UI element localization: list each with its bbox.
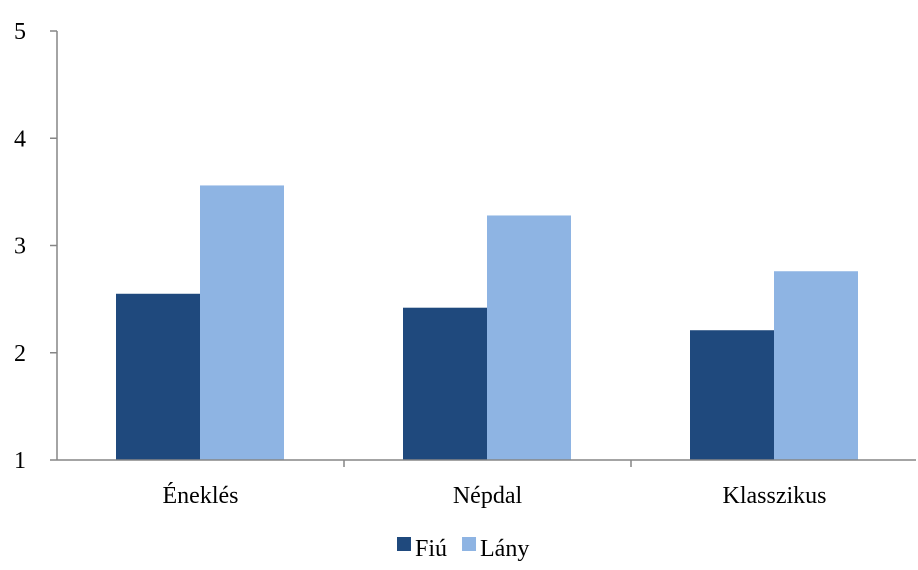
- bar-Lány-Éneklés: [200, 185, 284, 460]
- bars-group: [116, 185, 858, 460]
- legend-label-Lány: Lány: [480, 536, 529, 562]
- x-tick-label: Éneklés: [163, 483, 239, 509]
- x-tick-label: Népdal: [453, 483, 523, 509]
- bar-Fiú-Éneklés: [116, 293, 200, 460]
- y-ticks-group: 1 2 3 4 5: [14, 19, 57, 474]
- y-tick-label: 2: [14, 341, 26, 367]
- legend-label-Fiú: Fiú: [415, 536, 447, 562]
- legend-swatch-Lány: [462, 537, 477, 551]
- y-tick-label: 4: [14, 126, 26, 152]
- bar-Fiú-Népdal: [403, 307, 487, 460]
- y-tick-label: 5: [14, 19, 26, 45]
- bar-Lány-Népdal: [487, 215, 571, 460]
- y-tick-label: 3: [14, 234, 26, 260]
- x-tick-label: Klasszikus: [723, 483, 827, 509]
- legend: Fiú Lány: [397, 536, 529, 562]
- legend-swatch-Fiú: [397, 537, 411, 551]
- y-tick-label: 1: [14, 448, 26, 474]
- x-ticks-group: Éneklés Népdal Klasszikus: [163, 460, 827, 509]
- bar-Fiú-Klasszikus: [690, 330, 774, 460]
- bar-Lány-Klasszikus: [774, 271, 858, 460]
